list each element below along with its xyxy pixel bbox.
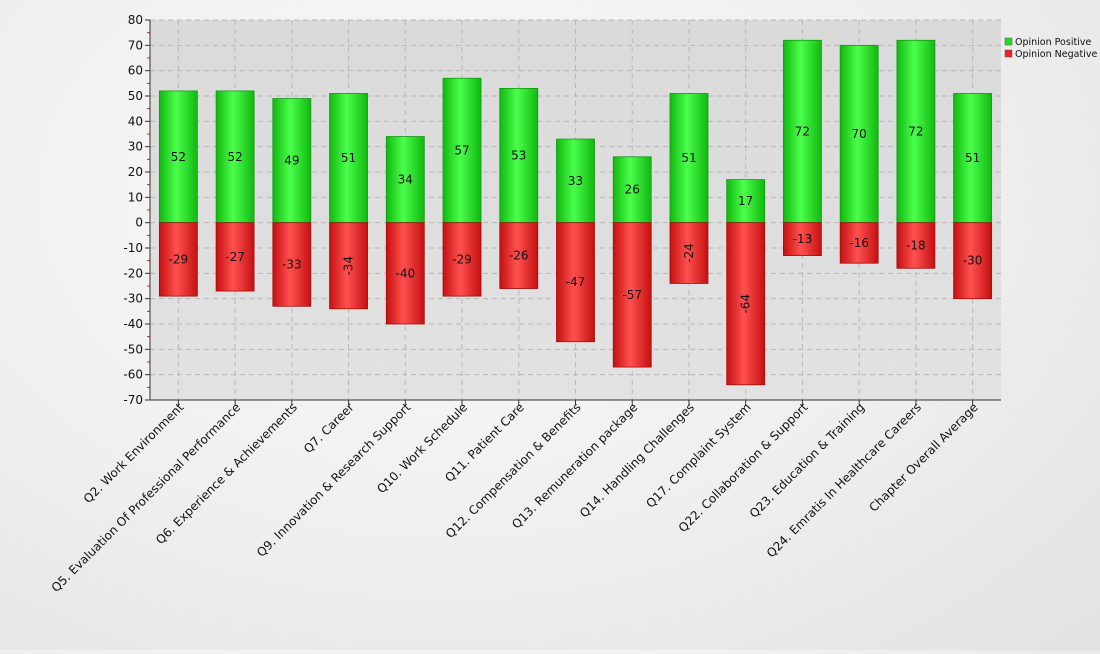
data-label-positive: 70	[852, 127, 867, 141]
data-label-positive: 72	[908, 124, 923, 138]
y-tick-label: -30	[123, 292, 143, 306]
data-label-positive: 17	[738, 194, 753, 208]
data-label-negative: -47	[566, 275, 586, 289]
x-category-label: Q5. Evaluation Of Professional Performan…	[49, 400, 244, 595]
bar-positive	[726, 179, 766, 224]
legend-swatch	[1004, 37, 1013, 46]
data-label-positive: 51	[965, 151, 980, 165]
data-label-negative: -64	[739, 294, 753, 314]
bar-negative	[499, 222, 539, 289]
data-label-negative: -18	[906, 238, 926, 252]
data-label-positive: 51	[681, 151, 696, 165]
bar-positive	[499, 88, 539, 224]
data-label-negative: -16	[849, 236, 869, 250]
y-tick-label: 80	[128, 13, 143, 27]
bar-positive	[669, 93, 709, 224]
x-category-label: Q14. Handling Challenges	[577, 400, 697, 520]
bar-negative	[896, 222, 936, 269]
bar-negative	[158, 222, 198, 297]
bar-negative	[385, 222, 425, 325]
bar-negative	[783, 222, 822, 257]
data-label-negative: -29	[169, 252, 189, 266]
legend-label: Opinion Positive	[1015, 37, 1091, 48]
data-label-positive: 72	[795, 124, 810, 138]
data-label-negative: -33	[282, 257, 302, 271]
y-tick-label: -50	[123, 342, 143, 356]
bar-positive	[442, 77, 482, 224]
data-label-negative: -30	[963, 254, 983, 268]
bar-positive	[385, 136, 425, 224]
bar-negative	[953, 222, 993, 300]
y-tick-label: 50	[128, 89, 143, 103]
y-tick-label: -70	[123, 393, 143, 407]
data-label-negative: -34	[342, 256, 356, 276]
y-tick-label: 20	[128, 165, 143, 179]
data-label-negative: -27	[225, 250, 245, 264]
y-tick-label: 70	[128, 38, 143, 52]
bar-negative	[612, 222, 652, 368]
data-label-positive: 57	[454, 143, 469, 157]
bar-positive	[783, 39, 822, 224]
x-category-label: Q7. Career	[301, 400, 357, 456]
y-tick-label: -40	[123, 317, 143, 331]
x-category-label: Q23. Education & Training	[747, 400, 868, 521]
data-label-positive: 33	[568, 174, 583, 188]
data-label-positive: 53	[511, 149, 526, 163]
data-label-negative: -26	[509, 249, 529, 263]
bar-negative	[556, 222, 595, 343]
y-tick-label: -20	[123, 266, 143, 280]
bar-positive	[612, 156, 652, 224]
y-tick-label: 0	[135, 216, 143, 230]
x-category-label: Q2. Work Environment	[81, 400, 187, 506]
data-label-positive: 51	[341, 151, 356, 165]
data-label-positive: 26	[625, 183, 640, 197]
y-tick-label: 60	[128, 64, 143, 78]
bar-positive	[953, 93, 993, 224]
y-tick-label: 10	[128, 190, 143, 204]
x-category-label: Chapter Overall Average	[866, 400, 980, 514]
labels: 52 -29 52 -27 49 -33 51 -34 34 -40 57 -29 53 -26 33 -47…	[169, 124, 983, 313]
legend-swatch	[1004, 49, 1013, 58]
y-tick-label: 40	[128, 114, 143, 128]
legend-label: Opinion Negative	[1015, 49, 1097, 60]
y-tick-label: -60	[123, 368, 143, 382]
data-label-negative: -24	[682, 243, 696, 263]
bar-positive	[215, 90, 255, 224]
y-tick-label: 30	[128, 140, 143, 154]
bar-negative	[329, 222, 368, 310]
bar-negative	[442, 222, 482, 297]
bars	[158, 39, 993, 386]
bar-positive	[158, 90, 198, 224]
y-tick-label: -10	[123, 241, 143, 255]
data-label-positive: 52	[227, 150, 242, 164]
bar-negative	[726, 222, 766, 386]
bar-negative	[839, 222, 879, 264]
data-label-negative: -57	[622, 288, 642, 302]
bar-positive	[556, 138, 595, 224]
bar-negative	[669, 222, 709, 284]
x-category-label: Q17. Complaint System	[643, 400, 753, 510]
bar-positive	[896, 39, 936, 224]
bar-negative	[272, 222, 312, 307]
bar-negative	[215, 222, 255, 292]
data-label-negative: -40	[395, 266, 415, 280]
bar-positive	[329, 93, 368, 224]
data-label-positive: 52	[171, 150, 186, 164]
data-label-positive: 34	[398, 173, 413, 187]
data-label-negative: -13	[793, 232, 813, 246]
data-label-positive: 49	[284, 154, 299, 168]
data-label-negative: -29	[452, 252, 472, 266]
